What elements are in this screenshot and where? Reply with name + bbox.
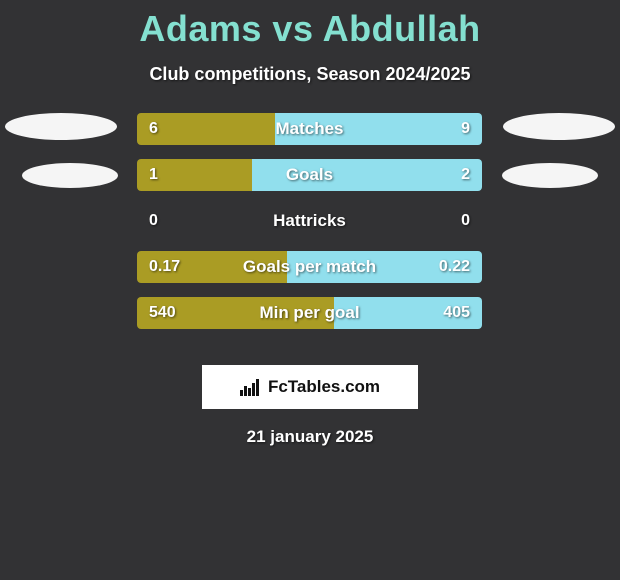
right-bar-fill xyxy=(334,297,482,329)
decorative-oval xyxy=(503,113,615,140)
subtitle: Club competitions, Season 2024/2025 xyxy=(0,64,620,85)
left-bar-fill xyxy=(137,297,334,329)
right-value: 0 xyxy=(461,205,470,237)
decorative-oval xyxy=(5,113,117,140)
right-bar-fill xyxy=(252,159,482,191)
left-bar-fill xyxy=(137,113,275,145)
bar-chart-icon xyxy=(240,378,262,396)
left-bar-fill xyxy=(137,251,287,283)
brand-text: FcTables.com xyxy=(268,377,380,397)
comparison-chart: 69Matches 12Goals 0 0Hattricks 0.170.22Goals… xyxy=(0,113,620,353)
page-title: Adams vs Abdullah xyxy=(0,0,620,50)
stat-row: 12Goals xyxy=(137,159,482,191)
stat-label: Hattricks xyxy=(137,205,482,237)
right-bar-fill xyxy=(275,113,482,145)
date-text: 21 january 2025 xyxy=(0,427,620,447)
stat-row: 540405Min per goal xyxy=(137,297,482,329)
decorative-oval xyxy=(22,163,118,188)
stat-row: 69Matches xyxy=(137,113,482,145)
brand-badge: FcTables.com xyxy=(202,365,418,409)
stat-row: 0 0Hattricks xyxy=(137,205,482,237)
left-value: 0 xyxy=(149,205,158,237)
bars-container: 69Matches 12Goals 0 0Hattricks 0.170.22Goals… xyxy=(137,113,482,343)
decorative-oval xyxy=(502,163,598,188)
right-bar-fill xyxy=(287,251,482,283)
stat-row: 0.170.22Goals per match xyxy=(137,251,482,283)
left-bar-fill xyxy=(137,159,252,191)
